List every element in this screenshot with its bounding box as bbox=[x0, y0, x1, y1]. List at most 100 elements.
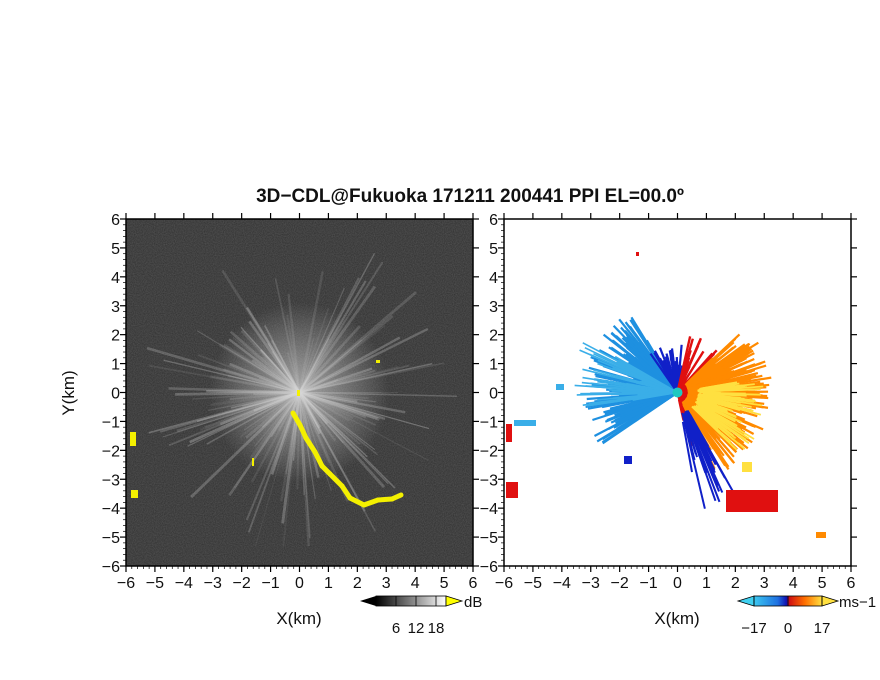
snr-ray bbox=[298, 271, 324, 393]
velocity-patch bbox=[556, 384, 564, 390]
snr-ray bbox=[296, 392, 301, 490]
snr-ray bbox=[298, 391, 386, 489]
snr-ray bbox=[285, 392, 301, 474]
snr-ray bbox=[299, 337, 315, 393]
ytick-label: 2 bbox=[111, 328, 120, 345]
snr-ray bbox=[298, 327, 429, 394]
snr-ray bbox=[298, 391, 366, 512]
snr-ray bbox=[298, 315, 394, 394]
ytick-label: 6 bbox=[489, 212, 498, 229]
snr-colorbar-bar bbox=[375, 595, 447, 607]
snr-ray bbox=[298, 261, 384, 394]
snr-ray bbox=[197, 330, 300, 394]
snr-ray bbox=[298, 391, 337, 442]
ytick-label: −2 bbox=[102, 443, 120, 460]
velocity-ray bbox=[694, 401, 712, 412]
velocity-ray bbox=[646, 376, 678, 394]
snr-ray bbox=[267, 342, 301, 393]
snr-ray bbox=[210, 391, 300, 407]
snr-ray bbox=[227, 374, 300, 394]
xtick-label: 6 bbox=[847, 575, 856, 592]
velocity-ray bbox=[682, 413, 692, 442]
velocity-ray bbox=[593, 394, 672, 437]
velocity-patch bbox=[726, 490, 778, 512]
snr-ray bbox=[298, 285, 377, 394]
velocity-ray bbox=[690, 387, 699, 392]
snr-ray bbox=[196, 391, 300, 422]
snr-ray bbox=[218, 343, 301, 394]
snr-ray bbox=[197, 354, 300, 394]
right-xaxis-label: X(km) bbox=[654, 609, 699, 628]
snr-ray bbox=[199, 391, 300, 431]
snr-ray bbox=[264, 325, 301, 393]
snr-ray bbox=[298, 291, 417, 394]
velocity-ray bbox=[681, 412, 706, 509]
velocity-ray bbox=[680, 380, 687, 388]
velocity-ray bbox=[688, 368, 747, 390]
velocity-colorbar-low-arrow bbox=[736, 595, 755, 607]
xtick-label: 2 bbox=[731, 575, 740, 592]
snr-colorbar-ticks: 6 12 18 bbox=[392, 596, 445, 637]
snr-ray bbox=[242, 391, 300, 407]
snr-ray bbox=[253, 391, 300, 396]
ytick-label: 4 bbox=[489, 270, 498, 287]
ytick-label: 3 bbox=[489, 299, 498, 316]
xtick-label: −6 bbox=[495, 575, 513, 592]
snr-ray bbox=[270, 392, 301, 475]
xtick-label: −1 bbox=[639, 575, 657, 592]
velocity-ray bbox=[691, 406, 738, 451]
snr-ray bbox=[286, 314, 301, 393]
chart-title: 3D−CDL@Fukuoka 171211 200441 PPI EL=00.0… bbox=[256, 186, 684, 207]
snr-ray bbox=[281, 392, 301, 524]
snr-ray bbox=[298, 392, 331, 464]
snr-ray bbox=[299, 391, 367, 419]
xtick-label: 6 bbox=[469, 575, 478, 592]
ytick-label: 2 bbox=[489, 328, 498, 345]
snr-colorbar-unit: dB bbox=[464, 594, 482, 611]
snr-ray bbox=[280, 392, 301, 502]
snr-ray bbox=[298, 280, 367, 394]
snr-ray bbox=[260, 349, 301, 394]
snr-ray bbox=[233, 391, 301, 489]
snr-ray bbox=[275, 358, 301, 393]
velocity-ray bbox=[696, 400, 724, 413]
snr-colorbar-low-arrow bbox=[360, 596, 376, 606]
snr-ray bbox=[298, 277, 360, 393]
snr-ray bbox=[187, 391, 300, 447]
snr-ray bbox=[208, 391, 300, 411]
xtick-label: 5 bbox=[440, 575, 449, 592]
ytick-label: −3 bbox=[480, 472, 498, 489]
snr-ray bbox=[271, 350, 301, 393]
snr-ray bbox=[298, 391, 321, 429]
snr-ray bbox=[146, 346, 300, 394]
snr-ray bbox=[299, 391, 457, 397]
velocity-patch bbox=[742, 462, 752, 472]
velocity-ray bbox=[588, 392, 669, 405]
xtick-label: −2 bbox=[611, 575, 629, 592]
snr-ray bbox=[192, 391, 300, 400]
snr-ray bbox=[270, 340, 301, 393]
left-axis-ticks: −6 −5 −4 −3 −2 −1 0 1 2 3 4 5 6 6 5 4 3 2 1 0 −1 −2 −3 −4 −5 −6 bbox=[102, 212, 479, 592]
ytick-label: 4 bbox=[111, 270, 120, 287]
velocity-ray bbox=[698, 395, 742, 404]
left-xaxis-label: X(km) bbox=[276, 609, 321, 628]
snr-cb-tick-label: 6 bbox=[392, 620, 400, 637]
xtick-label: −3 bbox=[204, 575, 222, 592]
snr-ray bbox=[261, 391, 301, 428]
snr-highlight-patch bbox=[130, 432, 136, 446]
snr-ray bbox=[299, 362, 444, 394]
snr-highlight-patch bbox=[252, 458, 254, 466]
velocity-patch bbox=[506, 482, 518, 498]
velocity-ray bbox=[690, 357, 720, 382]
ytick-label: 6 bbox=[111, 212, 120, 229]
right-axis-ticks: −6 −5 −4 −3 −2 −1 0 1 2 3 4 5 6 6 5 4 3 2 1 0 −1 −2 −3 −4 −5 −6 bbox=[480, 212, 857, 592]
snr-ray bbox=[299, 362, 433, 394]
snr-ray bbox=[299, 339, 363, 394]
snr-cb-tick-label: 18 bbox=[428, 620, 445, 637]
snr-ray bbox=[298, 392, 305, 496]
velocity-colorbar: ms−1 −17 0 17 bbox=[736, 594, 876, 637]
snr-ray bbox=[299, 392, 376, 450]
xtick-label: 0 bbox=[673, 575, 682, 592]
xtick-label: −5 bbox=[524, 575, 542, 592]
snr-ray bbox=[204, 391, 300, 430]
